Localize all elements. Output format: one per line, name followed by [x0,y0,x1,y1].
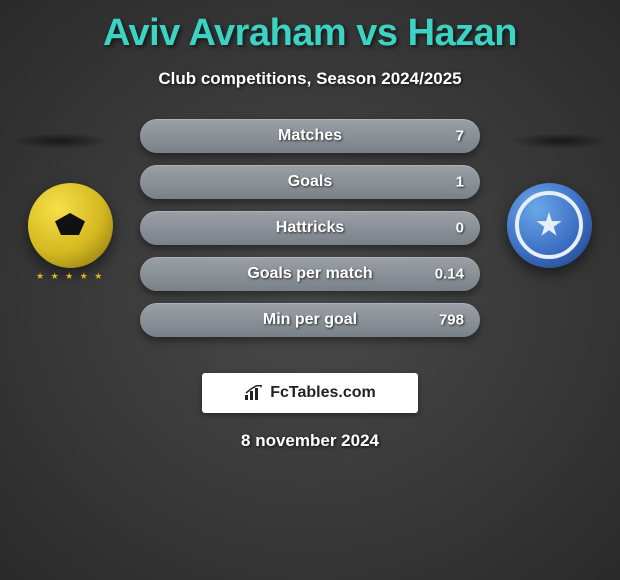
stat-label: Goals [288,173,332,191]
page-subtitle: Club competitions, Season 2024/2025 [0,69,620,89]
team-crest-left [28,183,113,268]
comparison-card: Aviv Avraham vs Hazan Club competitions,… [0,0,620,463]
stat-value: 0.14 [435,266,464,283]
shadow-left [10,133,110,149]
content-area: ★ ★ ★ ★ ★ Matches 7 Goals 1 Hattricks 0 … [0,119,620,369]
stat-bar: Goals per match 0.14 [140,257,480,291]
stat-bar: Goals 1 [140,165,480,199]
date-text: 8 november 2024 [0,431,620,451]
stat-label: Matches [278,127,342,145]
stat-value: 1 [456,174,464,191]
stat-bar: Min per goal 798 [140,303,480,337]
stat-value: 798 [439,312,464,329]
stat-bar: Hattricks 0 [140,211,480,245]
shadow-right [510,133,610,149]
brand-box: FcTables.com [202,373,418,413]
stat-value: 7 [456,128,464,145]
stats-bars: Matches 7 Goals 1 Hattricks 0 Goals per … [140,119,480,337]
stat-label: Min per goal [263,311,357,329]
brand-text: FcTables.com [270,384,376,402]
stat-bar: Matches 7 [140,119,480,153]
stat-label: Hattricks [276,219,344,237]
team-crest-right [507,183,592,268]
stat-label: Goals per match [247,265,372,283]
page-title: Aviv Avraham vs Hazan [0,12,620,55]
crest-stars: ★ ★ ★ ★ ★ [36,271,104,282]
chart-icon [244,385,264,401]
stat-value: 0 [456,220,464,237]
